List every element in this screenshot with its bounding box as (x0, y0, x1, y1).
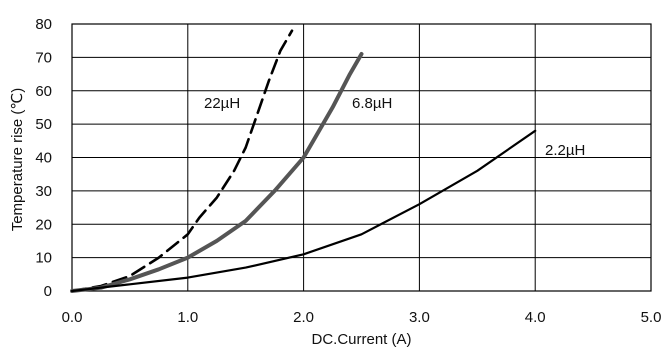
x-tick-label: 1.0 (177, 309, 198, 326)
y-tick-label: 60 (35, 83, 52, 100)
series-label-2: 2.2µH (545, 142, 585, 159)
series-labels: 22µH 6.8µH 2.2µH (204, 95, 585, 159)
plot-area-frame (71, 23, 652, 292)
y-tick-label: 50 (35, 116, 52, 133)
series-label-1: 6.8µH (352, 95, 392, 112)
series-lines (70, 29, 537, 293)
y-axis-ticks: 0 10 20 30 40 50 60 70 80 (35, 16, 52, 300)
y-axis-label: Temperature rise (℃) (9, 88, 26, 232)
y-tick-label: 40 (35, 150, 52, 167)
x-tick-label: 2.0 (293, 309, 314, 326)
series-line-1 (70, 52, 364, 293)
y-tick-label: 0 (44, 283, 52, 300)
y-tick-label: 10 (35, 250, 52, 267)
x-tick-label: 5.0 (641, 309, 662, 326)
x-axis-ticks: 0.0 1.0 2.0 3.0 4.0 5.0 (62, 309, 662, 326)
y-tick-label: 80 (35, 16, 52, 33)
x-tick-label: 0.0 (62, 309, 83, 326)
x-tick-label: 4.0 (525, 309, 546, 326)
y-tick-label: 20 (35, 216, 52, 233)
x-axis-label: DC.Current (A) (311, 331, 411, 347)
x-tick-label: 3.0 (409, 309, 430, 326)
y-tick-label: 70 (35, 49, 52, 66)
y-tick-label: 30 (35, 183, 52, 200)
series-line-2 (70, 129, 537, 293)
series-label-0: 22µH (204, 95, 240, 112)
grid (71, 23, 652, 292)
series-line-0 (70, 29, 294, 293)
